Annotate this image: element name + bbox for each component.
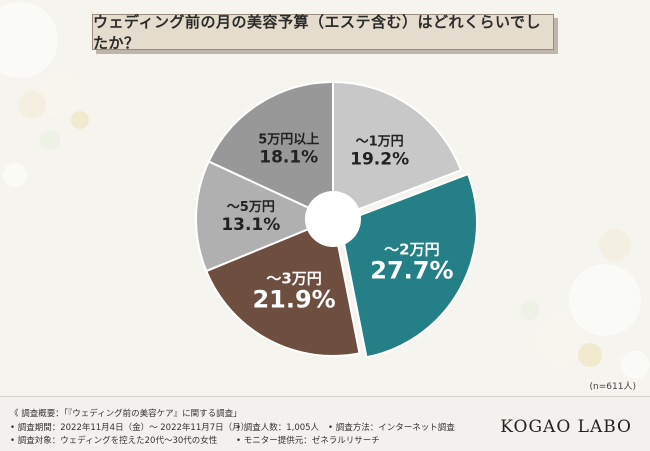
slice-category-label: 〜3万円 [266,269,321,287]
slice-value-label: 27.7% [370,257,453,285]
slice-category-label: 〜1万円 [356,134,404,149]
slice-category-label: 5万円以上 [258,133,319,148]
survey-respondents: • 調査人数：1,005人 [236,423,320,433]
slice-category-label: 〜5万円 [227,200,275,215]
survey-target: • 調査対象：ウェディングを控えた20代〜30代の女性 [10,436,218,446]
slice-value-label: 21.9% [252,285,335,313]
pie-slice [332,80,463,221]
survey-footer: 《 調査概要：「『ウェディング前の美容ケア』に関する調査」 • 調査期間：202… [0,396,650,451]
slice-value-label: 18.1% [259,148,318,168]
pie-slice [195,160,336,273]
floral-decoration [18,91,631,367]
slice-value-label: 19.2% [350,149,409,169]
slice-category-label: 〜2万円 [384,241,439,259]
brand-logo: KOGAO LABO [500,417,632,437]
slice-value-label: 13.1% [221,215,280,235]
survey-period: • 調査期間：2022年11月4日（金）〜 2022年11月7日（月） [10,423,250,433]
survey-method: • 調査方法：インターネット調査 [328,423,455,433]
pie-slice [338,172,478,359]
chart-title: ウェディング前の月の美容予算（エステ含む）はどれくらいでしたか？ [92,13,554,52]
sample-size-note: (n=611人) [589,382,636,392]
pie-slice [207,80,334,221]
survey-title: 《 調査概要：「『ウェディング前の美容ケア』に関する調査」 [10,409,242,419]
donut-hole [305,191,361,247]
survey-provider: • モニター提供元：ゼネラルリサーチ [236,436,380,446]
pie-slice [204,217,361,357]
